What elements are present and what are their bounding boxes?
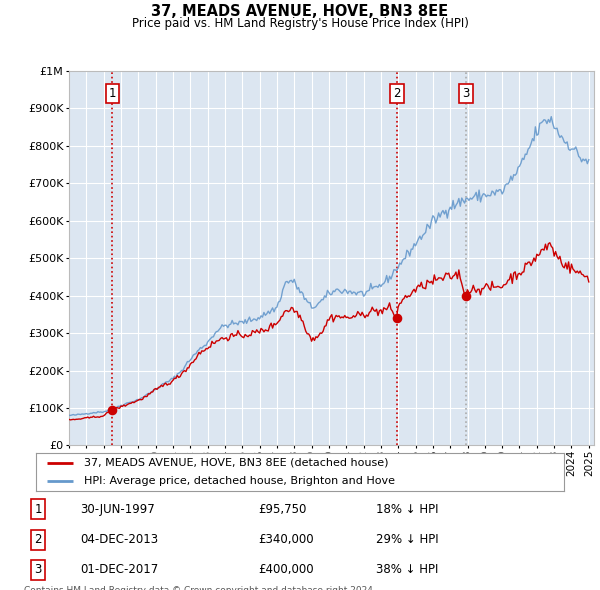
Text: £400,000: £400,000 [259,563,314,576]
Text: £95,750: £95,750 [259,503,307,516]
Text: 1: 1 [34,503,42,516]
Text: Price paid vs. HM Land Registry's House Price Index (HPI): Price paid vs. HM Land Registry's House … [131,17,469,30]
Point [461,291,471,300]
Text: 2: 2 [34,533,42,546]
Text: 3: 3 [463,87,470,100]
Text: 01-DEC-2017: 01-DEC-2017 [80,563,158,576]
Text: 18% ↓ HPI: 18% ↓ HPI [376,503,438,516]
Point [392,313,401,323]
Text: 30-JUN-1997: 30-JUN-1997 [80,503,155,516]
Text: 37, MEADS AVENUE, HOVE, BN3 8EE (detached house): 37, MEADS AVENUE, HOVE, BN3 8EE (detache… [83,458,388,468]
Text: HPI: Average price, detached house, Brighton and Hove: HPI: Average price, detached house, Brig… [83,476,395,486]
Text: 1: 1 [109,87,116,100]
Text: 3: 3 [34,563,41,576]
Text: £340,000: £340,000 [259,533,314,546]
Text: 38% ↓ HPI: 38% ↓ HPI [376,563,438,576]
Text: 04-DEC-2013: 04-DEC-2013 [80,533,158,546]
Text: 29% ↓ HPI: 29% ↓ HPI [376,533,438,546]
Point [107,405,117,414]
Text: 2: 2 [393,87,401,100]
Text: Contains HM Land Registry data © Crown copyright and database right 2024.: Contains HM Land Registry data © Crown c… [24,586,376,590]
Text: 37, MEADS AVENUE, HOVE, BN3 8EE: 37, MEADS AVENUE, HOVE, BN3 8EE [151,4,449,19]
